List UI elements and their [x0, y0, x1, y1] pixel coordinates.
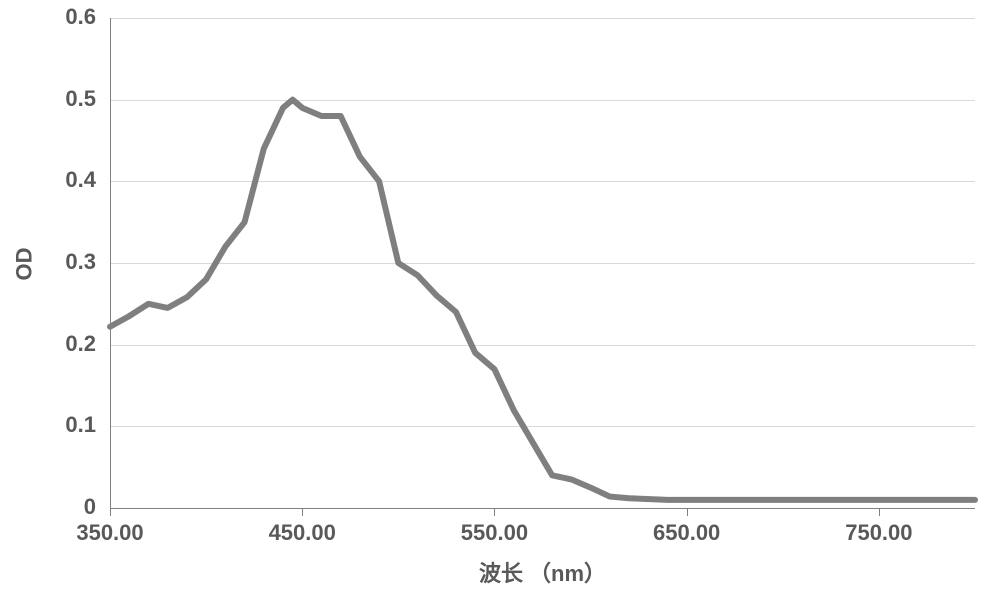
x-tick-label: 450.00 [252, 520, 352, 546]
x-tick-label: 750.00 [829, 520, 929, 546]
chart-container: 00.10.20.30.40.50.6 350.00450.00550.0065… [0, 0, 1000, 614]
y-tick-label: 0.4 [0, 167, 96, 193]
y-tick-label: 0 [0, 494, 96, 520]
y-tick-label: 0.1 [0, 412, 96, 438]
x-tick-label: 550.00 [444, 520, 544, 546]
y-tick-label: 0.2 [0, 331, 96, 357]
y-tick-label: 0.6 [0, 4, 96, 30]
x-tick-label: 650.00 [637, 520, 737, 546]
x-tick-label: 350.00 [60, 520, 160, 546]
y-axis-label: OD [12, 248, 38, 281]
y-tick-label: 0.5 [0, 86, 96, 112]
x-axis-label: 波长 （nm） [110, 556, 975, 588]
